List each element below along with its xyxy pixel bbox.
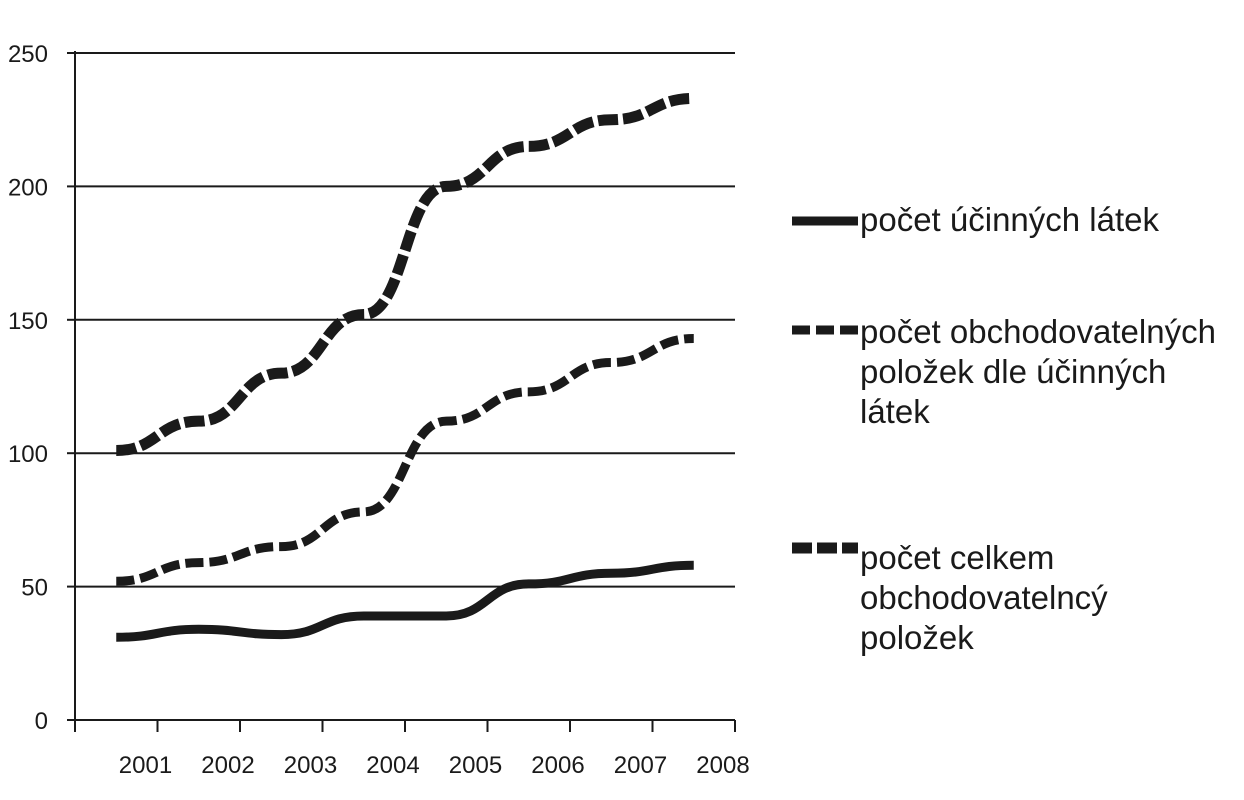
x-tick-label: 2003 [284, 752, 337, 779]
x-tick-label: 2008 [696, 752, 749, 779]
x-axis-ticks: 2001 2002 2003 2004 2005 2006 2007 2008 [74, 720, 750, 779]
legend-swatch-1 [790, 200, 860, 230]
legend-item-3: počet celkem obchodovatelncý položek [790, 538, 1230, 658]
legend-swatch-2 [790, 312, 860, 342]
y-tick-label: 100 [8, 441, 48, 468]
y-axis-ticks: 0 50 100 150 200 250 [8, 41, 75, 735]
x-tick-label: 2007 [614, 752, 667, 779]
x-tick-label: 2006 [531, 752, 584, 779]
y-tick-label: 200 [8, 174, 48, 201]
legend-swatch-3 [790, 538, 860, 568]
x-tick-label: 2001 [119, 752, 172, 779]
series-line-2 [116, 333, 694, 586]
series-lines [116, 92, 694, 642]
legend-item-2: počet obchodovatelných položek dle účinn… [790, 312, 1230, 432]
x-tick-label: 2004 [366, 752, 419, 779]
y-tick-label: 150 [8, 308, 48, 335]
legend-item-1: počet účinných látek [790, 200, 1230, 240]
legend-label-2: počet obchodovatelných položek dle účinn… [860, 313, 1216, 430]
legend-label-3: počet celkem obchodovatelncý položek [860, 539, 1108, 656]
x-tick-label: 2002 [201, 752, 254, 779]
y-tick-label: 50 [21, 575, 48, 602]
series-line-1 [116, 560, 694, 642]
series-line-3 [116, 92, 694, 457]
x-tick-label: 2005 [449, 752, 502, 779]
y-tick-label: 250 [8, 41, 48, 68]
legend-label-1: počet účinných látek [860, 201, 1160, 238]
gridlines [75, 52, 735, 588]
y-tick-label: 0 [35, 708, 48, 735]
